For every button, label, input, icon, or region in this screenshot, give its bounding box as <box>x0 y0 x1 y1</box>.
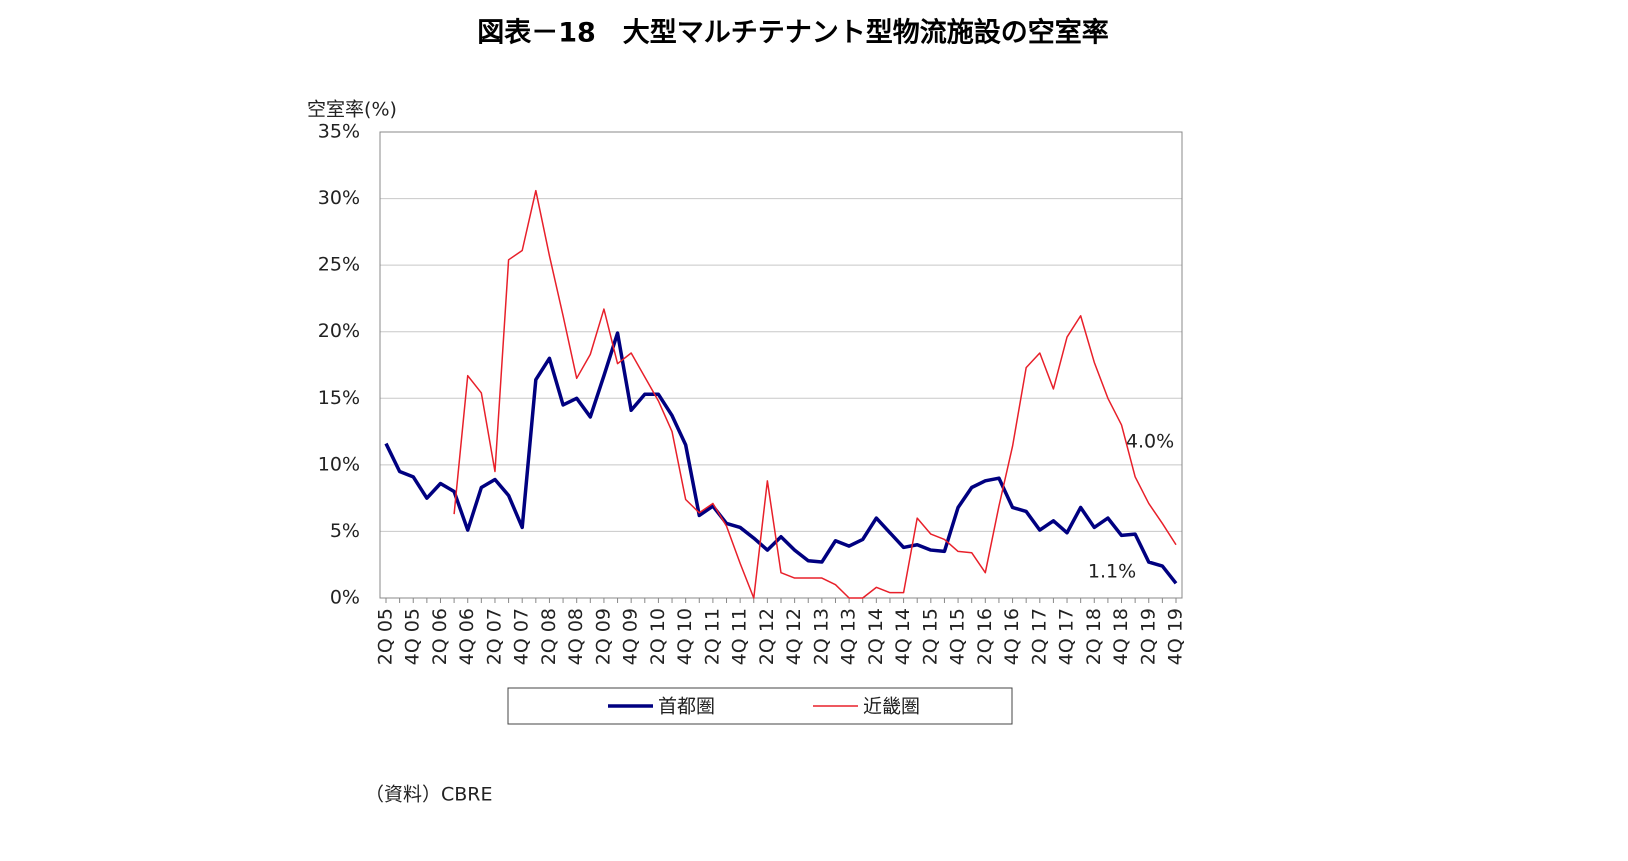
x-tick-label: 4Q 08 <box>565 608 587 665</box>
series-line <box>453 189 1177 599</box>
x-tick-label: 4Q 14 <box>892 608 914 665</box>
x-tick-label: 2Q 05 <box>375 608 397 665</box>
x-tick-label: 2Q 09 <box>592 608 614 665</box>
x-tick-label: 4Q 09 <box>620 608 642 665</box>
x-tick-label: 4Q 13 <box>838 608 860 665</box>
y-tick-label: 5% <box>330 520 360 542</box>
x-tick-label: 2Q 13 <box>810 608 832 665</box>
x-tick-label: 2Q 16 <box>974 608 996 665</box>
x-tick-label: 2Q 10 <box>647 608 669 665</box>
legend-label: 首都圏 <box>658 696 715 718</box>
x-tick-label: 4Q 16 <box>1001 608 1023 665</box>
source: （資料）CBRE <box>365 784 493 806</box>
y-tick-label: 30% <box>318 187 360 209</box>
x-tick-label: 2Q 17 <box>1028 608 1050 665</box>
x-tick-label: 2Q 06 <box>429 608 451 665</box>
y-tick-label: 0% <box>330 587 360 609</box>
x-tick-label: 2Q 18 <box>1083 608 1105 665</box>
x-tick-label: 2Q 11 <box>701 608 723 665</box>
y-tick-label: 25% <box>318 254 360 276</box>
x-tick-label: 2Q 19 <box>1137 608 1159 665</box>
x-tick-label: 4Q 11 <box>729 608 751 665</box>
x-tick-label: 4Q 10 <box>674 608 696 665</box>
x-tick-label: 4Q 15 <box>947 608 969 665</box>
chart-title: 図表－18 大型マルチテナント型物流施設の空室率 <box>477 17 1109 49</box>
x-tick-label: 2Q 15 <box>919 608 941 665</box>
legend-label: 近畿圏 <box>863 696 920 718</box>
x-tick-label: 4Q 05 <box>402 608 424 665</box>
y-tick-label: 10% <box>318 453 360 475</box>
x-tick-label: 4Q 18 <box>1110 608 1132 665</box>
x-tick-label: 2Q 08 <box>538 608 560 665</box>
x-tick-label: 4Q 19 <box>1165 608 1187 665</box>
series-line <box>384 331 1178 585</box>
annotation: 4.0% <box>1126 431 1174 453</box>
x-tick-label: 4Q 12 <box>783 608 805 665</box>
x-tick-label: 4Q 06 <box>456 608 478 665</box>
y-tick-label: 15% <box>318 387 360 409</box>
annotation: 1.1% <box>1088 561 1136 583</box>
y-tick-label: 20% <box>318 320 360 342</box>
x-tick-label: 4Q 17 <box>1056 608 1078 665</box>
y-tick-label: 35% <box>318 121 360 143</box>
legend-box <box>507 687 1013 725</box>
x-tick-label: 2Q 07 <box>483 608 505 665</box>
x-tick-label: 2Q 12 <box>756 608 778 665</box>
x-tick-label: 2Q 14 <box>865 608 887 665</box>
y-axis-label: 空室率(%) <box>307 99 397 121</box>
x-tick-label: 4Q 07 <box>511 608 533 665</box>
